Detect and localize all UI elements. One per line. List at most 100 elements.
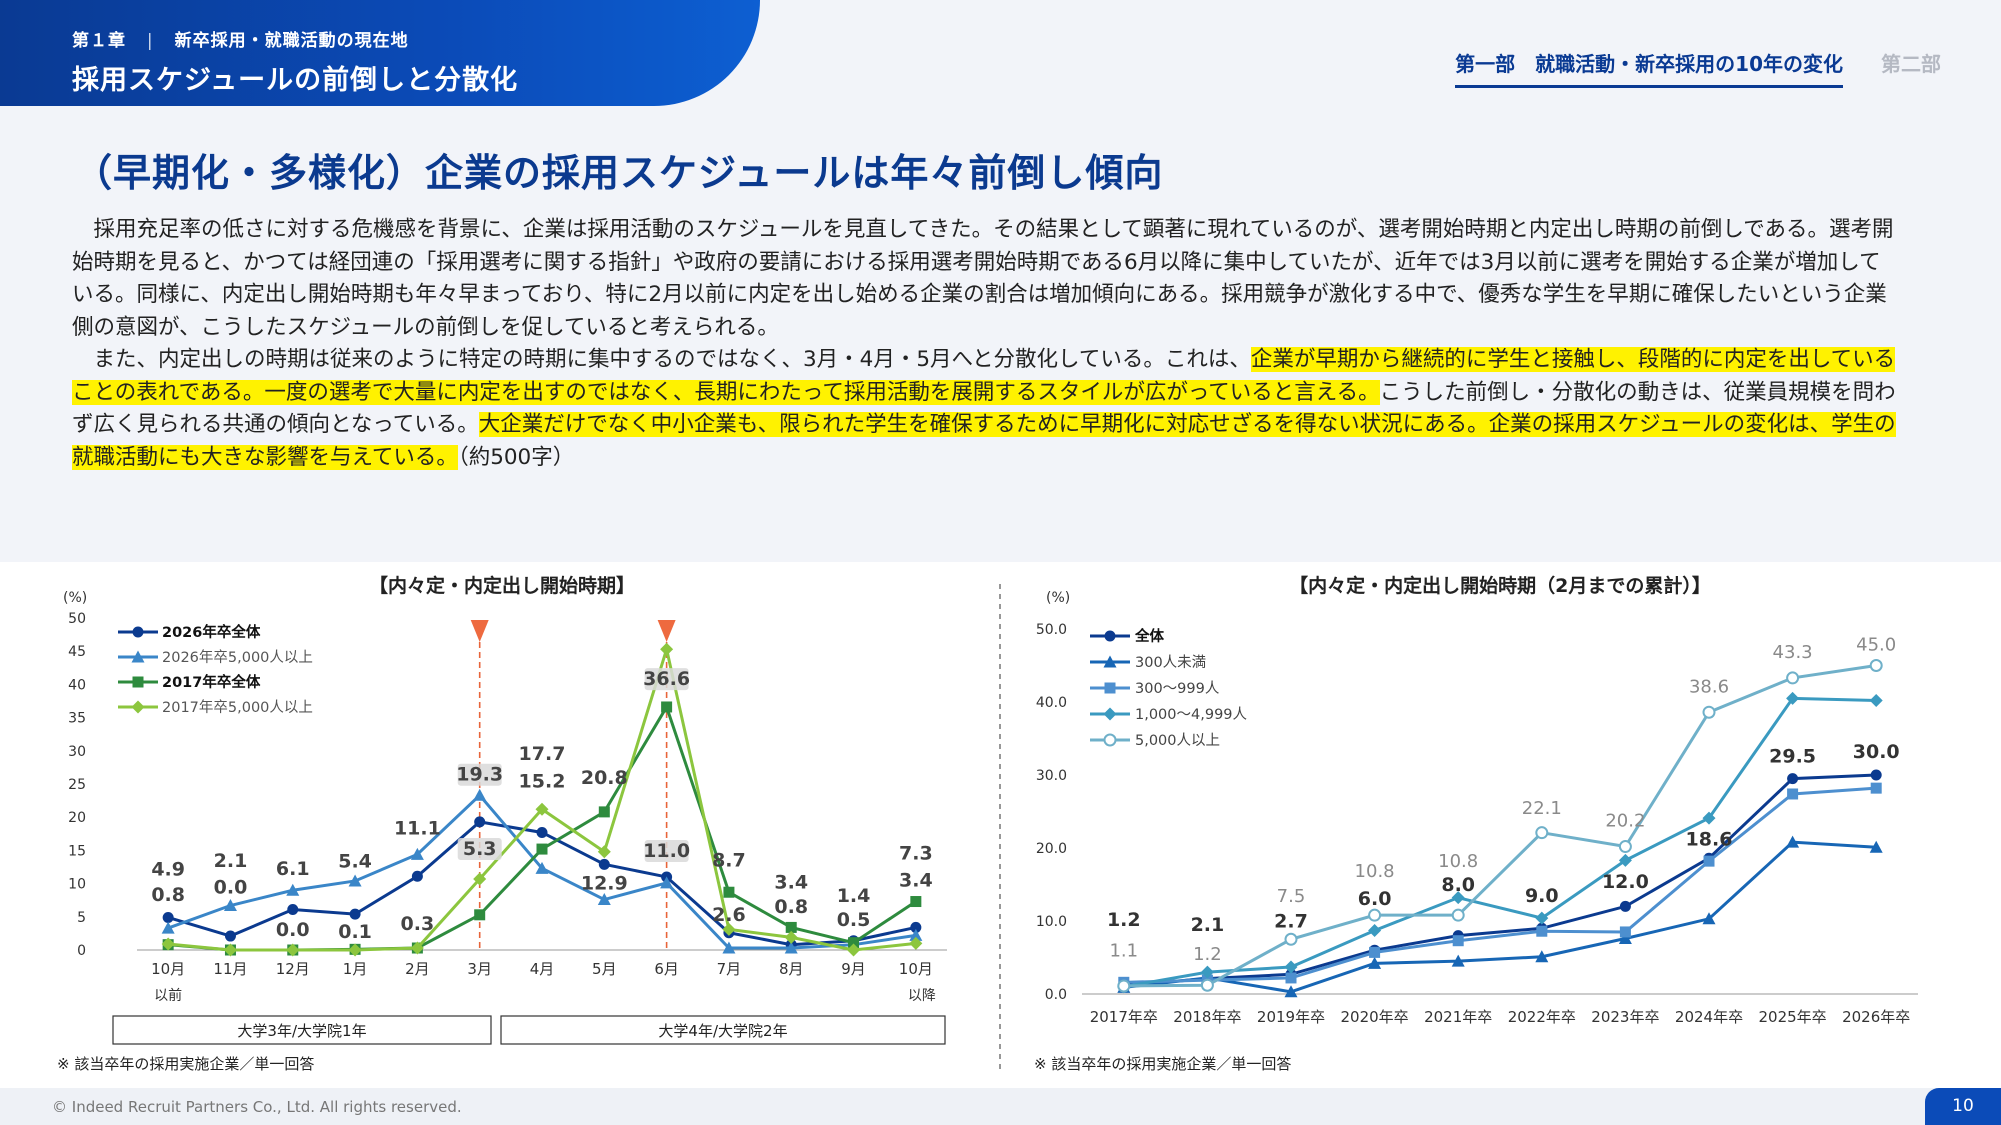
chart1-period-label: 大学3年/大学院1年 xyxy=(237,1022,366,1040)
chart1-y-tick: 30 xyxy=(68,744,86,760)
chart1-data-label-box xyxy=(457,838,502,861)
chart1-legend-label: 2026年卒5,000人以上 xyxy=(162,649,313,666)
chart2-point-2 xyxy=(1703,855,1715,867)
chart2-series-line-0 xyxy=(1123,773,1877,987)
charts-svg: 【内々定・内定出し開始時期】 (%) 0 5 10 15 20 25 30 35 40 45 50 10月… xyxy=(57,574,1918,1073)
chart1-point-0 xyxy=(474,816,486,828)
chart2-point-3 xyxy=(1702,811,1716,825)
chart2-point-4 xyxy=(1618,840,1632,854)
chart1-point-3 xyxy=(597,845,611,859)
chart1-x-tick: 8月 xyxy=(779,960,804,978)
chapter-label: 第１章 | 新卒採用・就職活動の現在地 xyxy=(72,26,409,51)
chart2-point-2 xyxy=(1285,972,1297,984)
chart2-data-label: 38.6 xyxy=(1689,676,1729,697)
chart1-point-3 xyxy=(535,802,549,816)
chart1-note: ※ 該当卒年の採用実施企業／単一回答 xyxy=(57,1055,314,1073)
chart1-data-label: 19.3 xyxy=(456,764,503,786)
chart1-point-1 xyxy=(660,876,674,889)
chart1-point-3 xyxy=(161,937,175,951)
chart1-point-1 xyxy=(161,921,175,934)
chart1-point-3 xyxy=(223,943,237,957)
chart1-marker-arrow-icon xyxy=(657,620,676,642)
chart1-point-1 xyxy=(722,941,736,954)
chart2-data-label: 10.8 xyxy=(1355,861,1395,882)
chart2-x-tick: 2021年卒 xyxy=(1424,1008,1492,1026)
chart1-point-0 xyxy=(287,903,299,915)
chart2-x-tick: 2020年卒 xyxy=(1341,1008,1409,1026)
chart1-x-tick: 7月 xyxy=(717,960,742,978)
nav-tab-part1[interactable]: 第一部 就職活動・新卒採用の10年の変化 xyxy=(1455,48,1843,88)
chart1-data-label: 36.6 xyxy=(643,668,690,690)
chart1-point-0 xyxy=(224,930,236,942)
chart1-point-3 xyxy=(410,941,424,955)
chart1-point-3 xyxy=(348,943,362,957)
chart2-data-label: 8.0 xyxy=(1441,874,1475,896)
chart1-data-label: 12.9 xyxy=(581,873,628,895)
chart2-data-label: 12.0 xyxy=(1602,871,1649,893)
chart-panel: 【内々定・内定出し開始時期】 (%) 0 5 10 15 20 25 30 35 40 45 50 10月… xyxy=(0,562,2001,1088)
chart1-x-tick: 9月 xyxy=(841,960,866,978)
chart2-point-3 xyxy=(1786,691,1800,705)
chart1-point-1 xyxy=(784,941,798,954)
body-text: 採用充足率の低さに対する危機感を背景に、企業は採用活動のスケジュールを見直してき… xyxy=(72,214,1902,474)
chart2-y-tick: 10.0 xyxy=(1036,914,1067,930)
chart1-data-label: 2.6 xyxy=(712,904,746,926)
chart2-legend-label: 300人未満 xyxy=(1135,654,1206,671)
chart1-x-tick-sub: 以降 xyxy=(908,988,936,1004)
chart1-y-tick: 35 xyxy=(68,711,86,727)
chart2-x-tick: 2025年卒 xyxy=(1759,1008,1827,1026)
chart2-point-2 xyxy=(1619,926,1631,938)
chart1-x-tick: 6月 xyxy=(654,960,679,978)
chart2-point-1 xyxy=(1869,840,1883,853)
chart2-legend-label: 全体 xyxy=(1134,627,1164,645)
chart1-point-3 xyxy=(660,642,674,656)
chart1-data-label: 5.3 xyxy=(463,838,497,860)
chart2-y-tick: 20.0 xyxy=(1036,841,1067,857)
chart1-point-0 xyxy=(536,826,548,838)
chart1-data-label: 0.0 xyxy=(276,919,310,941)
paragraph-1: 採用充足率の低さに対する危機感を背景に、企業は採用活動のスケジュールを見直してき… xyxy=(72,217,1894,340)
chart1-point-3 xyxy=(909,936,923,950)
chart1-point-2 xyxy=(848,937,860,949)
chart2-point-2 xyxy=(1870,782,1882,794)
chart2-point-3 xyxy=(1869,694,1883,708)
chart2-data-label: 2.1 xyxy=(1191,914,1225,936)
chart1-marker-arrow-icon xyxy=(470,620,489,642)
chart1-point-3 xyxy=(286,943,300,957)
chart1-point-2 xyxy=(661,701,673,713)
chart2-data-label: 9.0 xyxy=(1525,885,1559,907)
chart2-data-label: 1.2 xyxy=(1107,909,1141,931)
chart1-data-label: 11.0 xyxy=(643,840,690,862)
chart1-y-tick: 10 xyxy=(68,877,86,893)
chart1-data-label: 7.3 xyxy=(899,843,933,865)
chart2-data-label: 43.3 xyxy=(1773,642,1813,663)
chart1-data-label: 8.7 xyxy=(712,849,746,871)
chart1-point-0 xyxy=(349,908,361,920)
chart1-x-tick-sub: 以前 xyxy=(154,987,182,1004)
chart2-legend-label: 1,000〜4,999人 xyxy=(1135,706,1247,723)
chart1-point-2 xyxy=(723,886,735,898)
chart1-x-tick: 2月 xyxy=(405,960,430,978)
chart2-point-4 xyxy=(1786,671,1800,685)
chart1-x-tick: 11月 xyxy=(213,960,247,978)
chart2-data-label: 20.2 xyxy=(1605,811,1645,832)
chart1-y-tick: 0 xyxy=(77,943,86,959)
chart1-data-label: 0.0 xyxy=(214,877,248,899)
copyright: © Indeed Recruit Partners Co., Ltd. All … xyxy=(52,1098,462,1116)
nav-tab-part2[interactable]: 第二部 xyxy=(1881,52,1941,76)
chart2-data-label: 1.2 xyxy=(1193,944,1222,965)
chart1-point-1 xyxy=(286,883,300,896)
chart2-x-tick: 2026年卒 xyxy=(1842,1008,1910,1026)
chart1-point-0 xyxy=(162,911,174,923)
chart2-point-3 xyxy=(1368,923,1382,937)
chart2-x-tick: 2023年卒 xyxy=(1591,1008,1659,1026)
chart1-point-0 xyxy=(411,870,423,882)
chart2-data-label: 1.1 xyxy=(1109,941,1138,962)
chart2-point-4 xyxy=(1117,979,1131,993)
chart2-point-3 xyxy=(1451,891,1465,905)
chart1-point-2 xyxy=(785,921,797,933)
chart2-x-tick: 2022年卒 xyxy=(1508,1008,1576,1026)
chart1-data-label: 3.4 xyxy=(774,871,808,893)
chart1-point-0 xyxy=(598,858,610,870)
chart2-point-4 xyxy=(1535,826,1549,840)
